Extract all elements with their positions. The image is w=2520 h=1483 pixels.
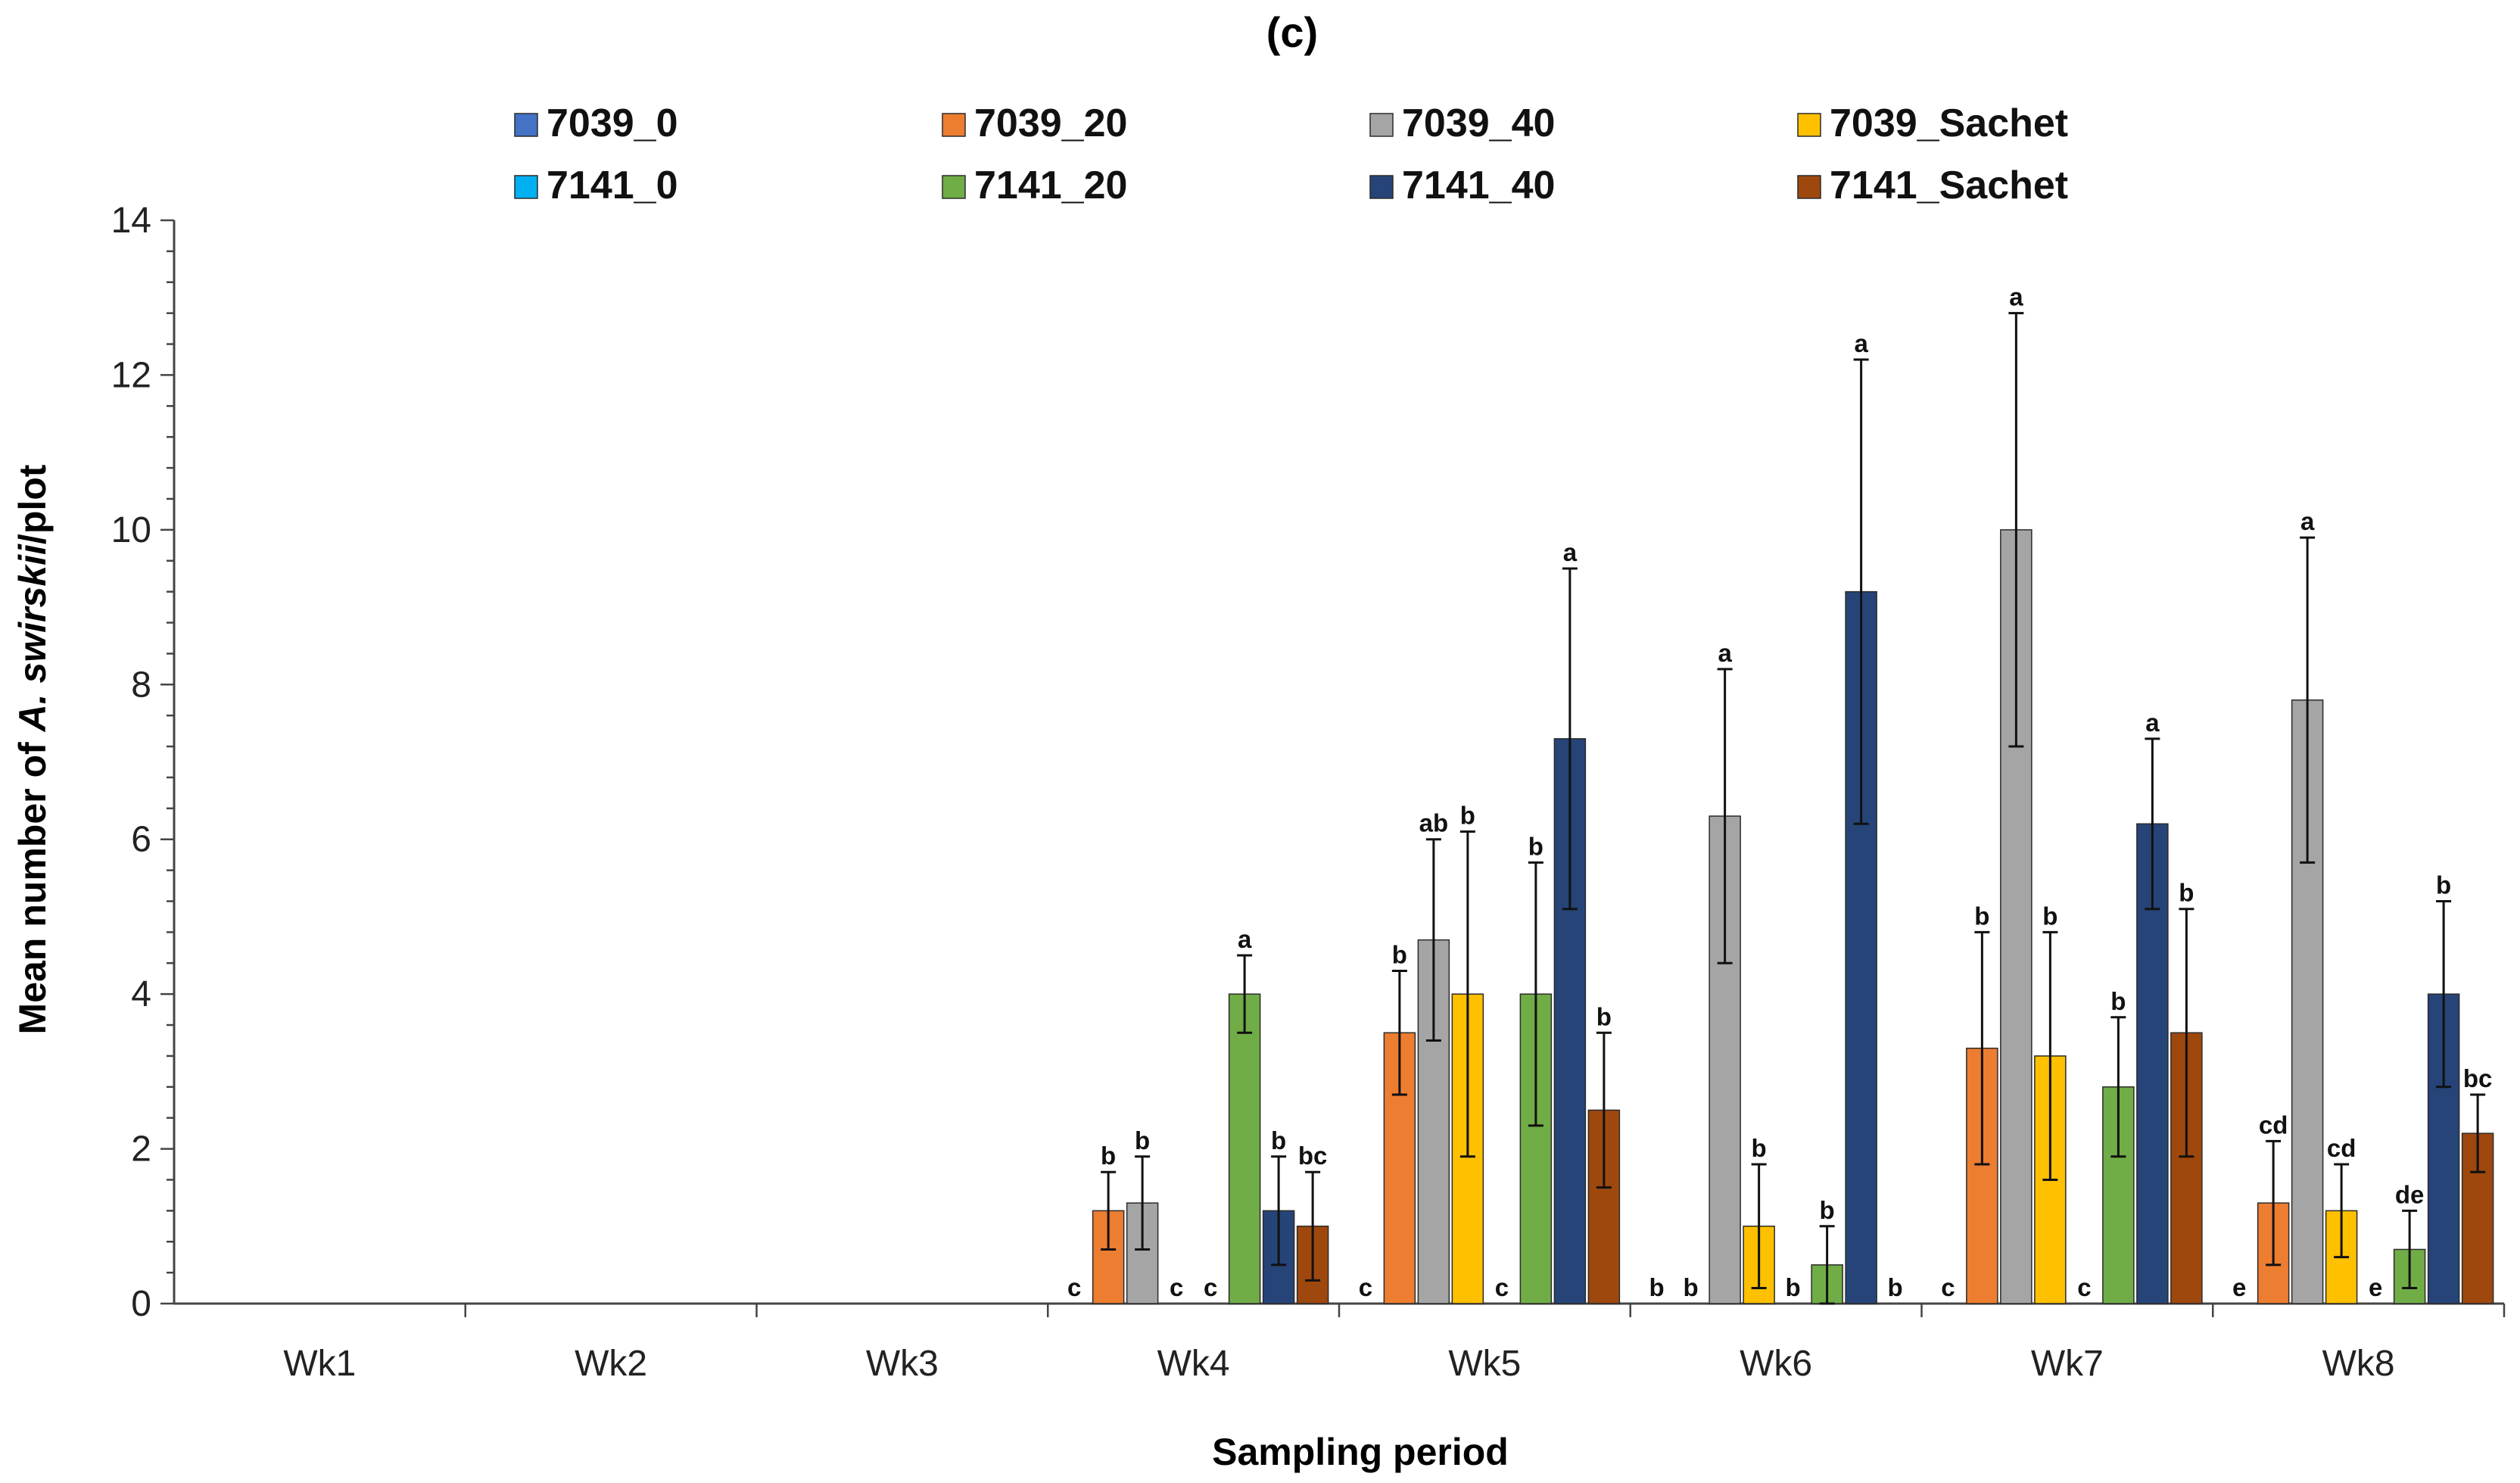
y-tick-label: 6 — [131, 820, 151, 860]
significance-letter: a — [1238, 925, 1252, 953]
significance-letter: bc — [2463, 1064, 2493, 1092]
bar — [1966, 1047, 1998, 1304]
significance-letter: b — [1101, 1142, 1116, 1170]
significance-letter: de — [2395, 1180, 2425, 1208]
significance-letter: a — [1563, 538, 1578, 566]
y-tick-label: 4 — [131, 974, 151, 1014]
y-axis-title-suffix: /plot — [11, 464, 54, 544]
significance-letter: c — [2077, 1273, 2091, 1301]
significance-letter: b — [1596, 1002, 1612, 1030]
x-tick-label: Wk6 — [1740, 1344, 1812, 1384]
significance-letter: c — [1067, 1273, 1081, 1301]
significance-letter: c — [1170, 1273, 1183, 1301]
legend: 7039_0 7039_20 7039_40 7039_Sachet 7141_0 714… — [514, 101, 2068, 207]
legend-swatch — [1369, 113, 1394, 137]
significance-letter: b — [1974, 902, 1989, 930]
legend-entry-label: 7039_0 — [547, 101, 678, 145]
legend-swatch — [1797, 175, 1821, 199]
significance-letter: a — [1718, 639, 1732, 667]
significance-letter: b — [1752, 1134, 1767, 1162]
significance-letter: a — [2009, 283, 2023, 311]
significance-letter: bc — [1298, 1142, 1328, 1170]
x-tick-label: Wk2 — [575, 1344, 647, 1384]
significance-letter: b — [1135, 1126, 1150, 1154]
x-tick-label: Wk4 — [1157, 1344, 1230, 1384]
y-tick-label: 12 — [111, 355, 151, 395]
y-tick-label: 8 — [131, 665, 151, 705]
legend-swatch — [514, 175, 538, 199]
significance-letter: b — [2436, 871, 2451, 899]
legend-swatch — [942, 113, 966, 137]
legend-swatch — [514, 113, 538, 137]
x-axis-title: Sampling period — [1212, 1431, 1509, 1473]
significance-letter: cd — [2259, 1111, 2288, 1139]
legend-swatch — [1797, 113, 1821, 137]
chart-title: (c) — [1266, 8, 1318, 56]
y-tick-label: 14 — [111, 201, 151, 241]
significance-letter: b — [1820, 1196, 1835, 1224]
significance-letter: b — [1528, 832, 1543, 860]
significance-letter: a — [2145, 709, 2160, 737]
significance-letter: e — [2369, 1273, 2382, 1301]
x-tick-label: Wk3 — [866, 1344, 939, 1384]
legend-entry-label: 7039_Sachet — [1830, 101, 2068, 145]
x-tick-label: Wk1 — [283, 1344, 356, 1384]
significance-letter: b — [2179, 879, 2194, 907]
legend-entry-label: 7039_20 — [974, 101, 1127, 145]
legend-entry-label: 7039_40 — [1402, 101, 1555, 145]
legend-entry-label: 7141_20 — [974, 164, 1127, 207]
x-axis: Wk1 Wk2 Wk3 Wk4 Wk5 Wk6 Wk7 Wk8 — [174, 1302, 2506, 1384]
significance-letter: c — [1941, 1273, 1955, 1301]
significance-letter: c — [1204, 1273, 1217, 1301]
y-tick-label: 0 — [131, 1284, 151, 1324]
legend-swatch — [1369, 175, 1394, 199]
significance-letter: b — [1684, 1273, 1699, 1301]
significance-letter: b — [2110, 987, 2126, 1015]
legend-entry-label: 7141_Sachet — [1830, 164, 2068, 207]
significance-letter: b — [1649, 1273, 1665, 1301]
significance-letter: ab — [1419, 809, 1449, 837]
x-tick-label: Wk5 — [1448, 1344, 1521, 1384]
legend-entry-label: 7141_0 — [547, 164, 678, 207]
significance-letter: b — [1786, 1273, 1801, 1301]
y-tick-label: 2 — [131, 1129, 151, 1170]
significance-letter: c — [1359, 1273, 1372, 1301]
significance-letter: b — [1460, 801, 1475, 829]
significance-letter: b — [2042, 902, 2057, 930]
significance-letter: c — [1495, 1273, 1509, 1301]
error-bars-layer — [1101, 312, 2486, 1305]
x-tick-label: Wk7 — [2031, 1344, 2104, 1384]
significance-letter: a — [2300, 507, 2315, 535]
y-axis-title-species: A. swirskii — [11, 544, 54, 733]
significance-letter: b — [1888, 1273, 1903, 1301]
significance-letter: b — [1392, 940, 1407, 968]
bar — [1228, 993, 1261, 1304]
y-axis-title: Mean number of A. swirskii/plot — [11, 464, 54, 1034]
significance-letter: b — [1271, 1126, 1286, 1154]
significance-letter: e — [2232, 1273, 2246, 1301]
significance-letter: a — [1854, 329, 1868, 357]
legend-entry-label: 7141_40 — [1402, 164, 1555, 207]
y-axis: 0 2 4 6 8 10 12 14 — [111, 201, 176, 1324]
significance-letter: cd — [2327, 1134, 2356, 1162]
y-axis-title-prefix: Mean number of — [11, 731, 54, 1034]
bars-layer — [1092, 529, 2494, 1304]
x-tick-label: Wk8 — [2322, 1344, 2395, 1384]
y-tick-label: 10 — [111, 510, 151, 550]
legend-swatch — [942, 175, 966, 199]
